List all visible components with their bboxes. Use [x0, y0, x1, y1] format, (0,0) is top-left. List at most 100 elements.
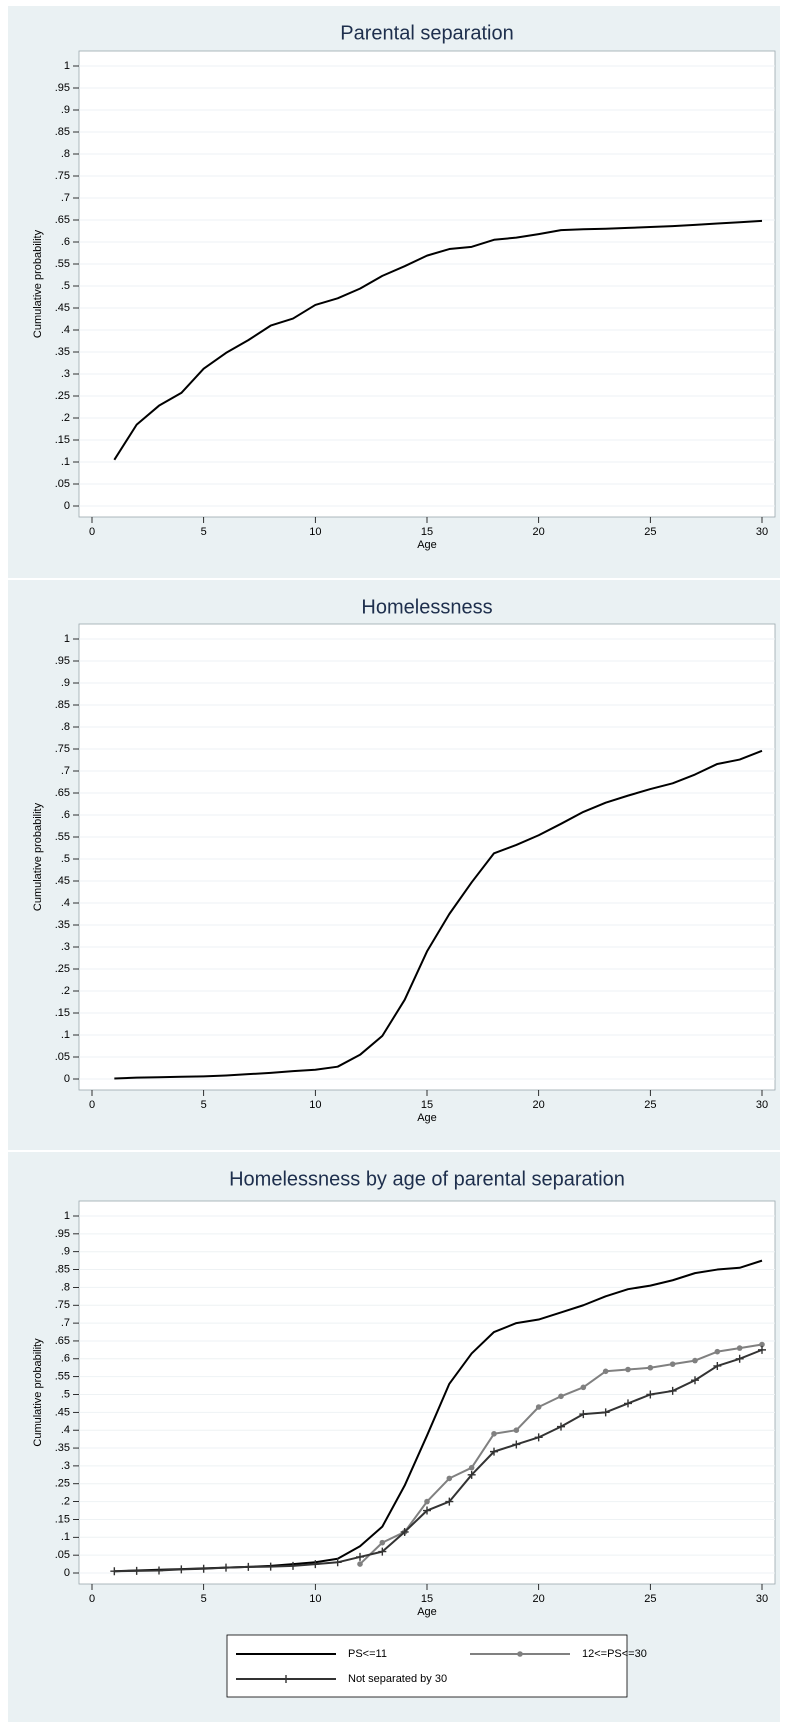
y-tick-label: .1: [61, 1029, 70, 1041]
y-axis-label: Cumulative probability: [32, 229, 44, 338]
marker: [222, 1563, 230, 1572]
y-tick-label: .35: [55, 1442, 70, 1454]
legend-label: 12<=PS<=30: [582, 1648, 647, 1660]
y-tick-label: .15: [55, 1513, 70, 1525]
x-tick-label: 15: [421, 526, 433, 538]
marker: [177, 1565, 186, 1574]
y-tick-label: .95: [55, 1228, 70, 1240]
y-tick-label: .85: [55, 126, 70, 138]
marker: [357, 1561, 363, 1567]
y-tick-label: 1: [64, 633, 70, 645]
y-tick-label: .5: [61, 1388, 70, 1400]
marker: [535, 1404, 542, 1410]
y-tick-label: .4: [61, 1424, 70, 1436]
y-tick-label: .8: [61, 721, 70, 733]
y-tick-label: .6: [61, 1353, 70, 1365]
marker: [446, 1475, 453, 1482]
marker: [110, 1567, 119, 1576]
y-tick-label: .2: [61, 412, 70, 424]
legend-label: PS<=11: [348, 1648, 387, 1660]
x-tick-label: 10: [309, 526, 321, 538]
y-tick-label: .9: [61, 1246, 70, 1258]
y-tick-label: .3: [61, 368, 70, 380]
y-tick-label: .55: [55, 831, 70, 843]
x-tick-label: 25: [644, 526, 656, 538]
x-tick-label: 25: [644, 1099, 656, 1111]
x-tick-label: 30: [756, 1099, 768, 1111]
marker: [758, 1345, 766, 1354]
x-tick-label: 5: [201, 526, 207, 538]
marker: [668, 1386, 677, 1395]
marker: [199, 1564, 208, 1573]
marker: [646, 1390, 655, 1399]
marker: [445, 1497, 454, 1506]
y-tick-label: .65: [55, 214, 70, 226]
marker: [155, 1566, 163, 1575]
marker: [266, 1562, 275, 1571]
y-tick-label: .45: [55, 302, 70, 314]
marker: [490, 1447, 498, 1456]
x-axis-label: Age: [417, 1606, 437, 1618]
x-tick-label: 10: [309, 1593, 321, 1605]
marker: [289, 1561, 297, 1570]
marker: [333, 1558, 342, 1567]
y-tick-label: .25: [55, 390, 70, 402]
y-axis-label: Cumulative probability: [32, 802, 44, 911]
y-tick-label: 0: [64, 1567, 70, 1579]
y-tick-label: .65: [55, 787, 70, 799]
x-tick-label: 20: [533, 1593, 545, 1605]
chart-title: Parental separation: [340, 22, 513, 44]
y-tick-label: .75: [55, 743, 70, 755]
marker: [735, 1354, 744, 1363]
y-tick-label: .3: [61, 941, 70, 953]
marker: [424, 1498, 430, 1505]
y-tick-label: .35: [55, 346, 70, 358]
y-tick-label: .85: [55, 1263, 70, 1275]
marker: [713, 1361, 722, 1370]
x-tick-label: 0: [89, 1593, 95, 1605]
y-tick-label: .85: [55, 699, 70, 711]
y-tick-label: .15: [55, 434, 70, 446]
plot-area: [78, 50, 776, 518]
x-tick-label: 25: [644, 1593, 656, 1605]
y-tick-label: .05: [55, 1549, 70, 1561]
y-tick-label: .55: [55, 1371, 70, 1383]
marker: [601, 1408, 610, 1417]
y-tick-label: .35: [55, 919, 70, 931]
legend-marker: [517, 1651, 523, 1657]
y-tick-label: .9: [61, 677, 70, 689]
marker: [244, 1562, 253, 1571]
marker: [400, 1527, 409, 1536]
chart-title: Homelessness by age of parental separati…: [229, 1168, 625, 1190]
chart-title: Homelessness: [361, 596, 492, 618]
marker: [512, 1440, 521, 1449]
marker: [491, 1430, 497, 1437]
y-tick-label: .2: [61, 985, 70, 997]
y-tick-label: .4: [61, 324, 70, 336]
legend-box: [226, 1634, 628, 1698]
x-tick-label: 15: [421, 1593, 433, 1605]
y-tick-label: .3: [61, 1460, 70, 1472]
x-tick-label: 20: [533, 526, 545, 538]
y-tick-label: .95: [55, 655, 70, 667]
marker: [580, 1384, 587, 1391]
marker: [557, 1422, 565, 1431]
x-tick-label: 0: [89, 526, 95, 538]
y-tick-label: .8: [61, 148, 70, 160]
x-tick-label: 0: [89, 1099, 95, 1111]
marker: [356, 1552, 364, 1561]
y-tick-label: .4: [61, 897, 70, 909]
y-tick-label: .55: [55, 258, 70, 270]
x-tick-label: 10: [309, 1099, 321, 1111]
plot-area: [78, 623, 776, 1091]
marker: [691, 1376, 699, 1385]
data-line: [113, 219, 763, 461]
y-tick-label: .25: [55, 963, 70, 975]
y-tick-label: .8: [61, 1281, 70, 1293]
y-tick-label: 0: [64, 1073, 70, 1085]
y-tick-label: .15: [55, 1007, 70, 1019]
y-tick-label: .7: [61, 1317, 70, 1329]
marker: [468, 1464, 475, 1471]
